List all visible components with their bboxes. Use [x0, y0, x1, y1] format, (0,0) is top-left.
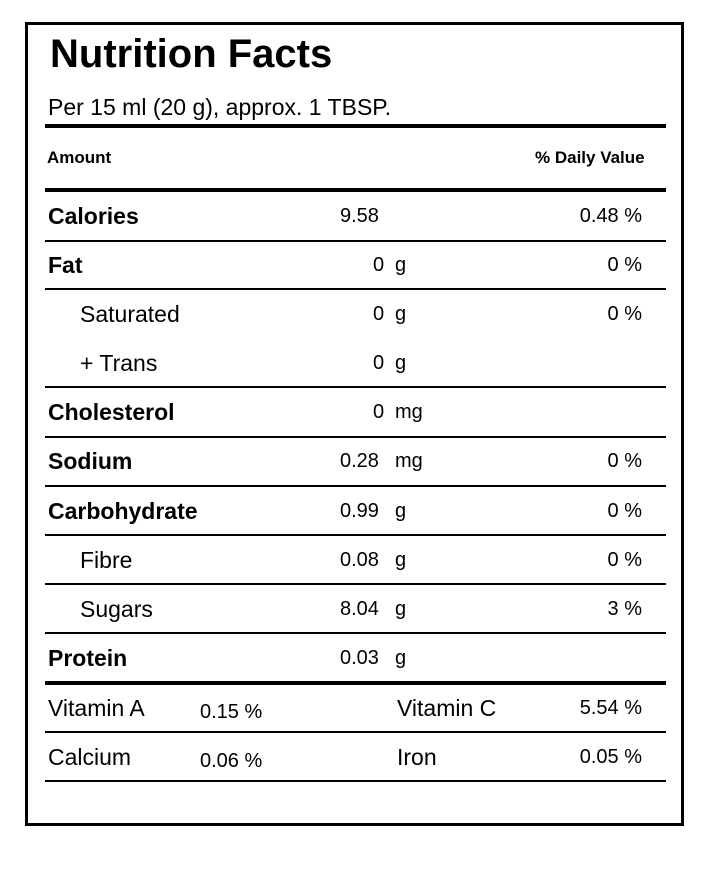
sugars-value: 8.04 [340, 598, 379, 620]
carbohydrate-unit: g [395, 500, 407, 522]
header-rule [45, 124, 666, 128]
saturated-label: Saturated [80, 301, 180, 327]
trans-label: + Trans [80, 350, 158, 376]
protein-unit: g [395, 647, 407, 669]
sugars-unit: g [395, 598, 407, 620]
row-divider [45, 386, 666, 388]
daily-value-header: % Daily Value [535, 148, 645, 167]
iron-value: 0.05 % [579, 746, 642, 768]
sugars-label: Sugars [80, 596, 153, 622]
sodium-unit: mg [395, 450, 423, 472]
vitamin-a-value: 0.15 % [200, 701, 263, 723]
row-divider [45, 632, 666, 634]
calories-value: 9.58 [340, 205, 379, 227]
iron-label: Iron [397, 744, 437, 770]
saturated-unit: g [395, 303, 407, 325]
fibre-dv: 0 % [607, 549, 642, 571]
row-divider [45, 240, 666, 242]
row-divider [45, 485, 666, 487]
row-divider [45, 780, 666, 782]
fat-unit: g [395, 254, 407, 276]
trans-unit: g [395, 352, 407, 374]
carbohydrate-dv: 0 % [607, 500, 642, 522]
vitamin-c-label: Vitamin C [397, 695, 497, 721]
amount-header: Amount [47, 148, 112, 167]
saturated-value: 0 [373, 303, 385, 325]
protein-label: Protein [48, 645, 128, 671]
sodium-value: 0.28 [340, 450, 379, 472]
fat-value: 0 [373, 254, 385, 276]
row-divider [45, 583, 666, 585]
page-title: Nutrition Facts [50, 32, 333, 76]
nutrition-facts-panel [25, 22, 684, 826]
row-divider [45, 436, 666, 438]
protein-value: 0.03 [340, 647, 379, 669]
trans-value: 0 [373, 352, 385, 374]
cholesterol-label: Cholesterol [48, 399, 175, 425]
calories-label: Calories [48, 203, 139, 229]
row-divider [45, 731, 666, 733]
calcium-label: Calcium [48, 744, 132, 770]
cholesterol-value: 0 [373, 401, 385, 423]
carbohydrate-value: 0.99 [340, 500, 379, 522]
sodium-label: Sodium [48, 448, 133, 474]
fat-label: Fat [48, 252, 83, 278]
fibre-value: 0.08 [340, 549, 379, 571]
vitamin-a-label: Vitamin A [48, 695, 145, 721]
fat-dv: 0 % [607, 254, 642, 276]
carbohydrate-label: Carbohydrate [48, 498, 198, 524]
serving-size: Per 15 ml (20 g), approx. 1 TBSP. [48, 94, 392, 120]
calories-dv: 0.48 % [579, 205, 642, 227]
fibre-unit: g [395, 549, 407, 571]
fibre-label: Fibre [80, 547, 133, 573]
thick-rule-bottom [45, 681, 666, 685]
thick-rule-top [45, 188, 666, 192]
saturated-dv: 0 % [607, 303, 642, 325]
calcium-value: 0.06 % [200, 750, 263, 772]
row-divider [45, 534, 666, 536]
cholesterol-unit: mg [395, 401, 423, 423]
vitamin-c-value: 5.54 % [579, 697, 642, 719]
sugars-dv: 3 % [607, 598, 642, 620]
sodium-dv: 0 % [607, 450, 642, 472]
row-divider [45, 288, 666, 290]
